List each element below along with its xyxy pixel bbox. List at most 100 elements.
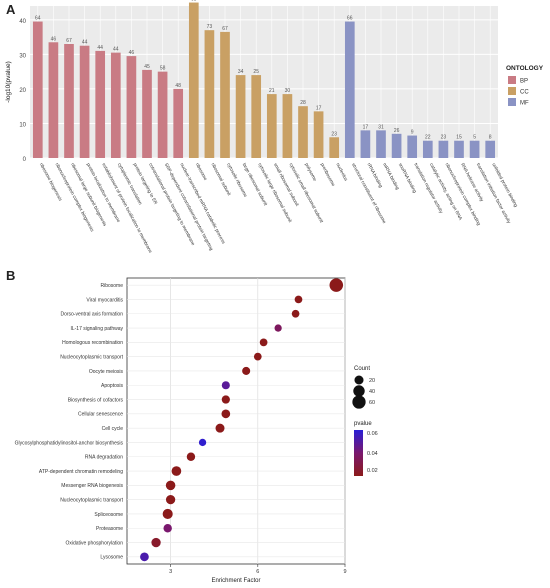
bar-cc [266, 94, 277, 158]
bar-mf [485, 140, 496, 158]
bar-cc [188, 2, 199, 158]
bar-count-label: 23 [331, 131, 337, 137]
x-tick-label: ribosome [195, 162, 208, 181]
data-point [259, 338, 268, 347]
size-legend-dot [354, 375, 364, 385]
bar-count-label: 48 [175, 83, 181, 89]
data-point [186, 452, 196, 461]
bar-count-label: 63 [191, 0, 197, 3]
y-tick-label: Glycosylphosphatidylinositol-anchor bios… [15, 440, 124, 446]
bar-count-label: 73 [207, 24, 213, 30]
size-legend-dot [353, 385, 365, 397]
bar-count-label: 44 [97, 45, 103, 51]
data-point [329, 278, 344, 292]
y-tick-label: Biosynthesis of cofactors [68, 397, 124, 403]
data-point [140, 552, 149, 562]
data-point [151, 537, 161, 548]
legend-swatch-mf [508, 98, 516, 106]
data-point [163, 524, 172, 533]
legend-title: ONTOLOGY [506, 65, 544, 72]
bar-count-label: 8 [489, 135, 492, 141]
x-tick-label: 6 [256, 569, 259, 575]
y-tick-label: Oocyte meiosis [89, 369, 124, 375]
y-tick-label: IL-17 signaling pathway [70, 326, 123, 332]
x-tick-label: translation regulator activity [413, 162, 444, 214]
color-legend-label: 0.02 [367, 468, 378, 474]
panel-a-label: A [6, 2, 16, 17]
bar-count-label: 26 [394, 128, 400, 134]
bar-count-label: 17 [316, 105, 322, 111]
bar-bp [173, 88, 184, 158]
bar-mf [407, 135, 418, 158]
bar-mf [422, 140, 433, 158]
y-tick-label: Messenger RNA biogenesis [61, 483, 123, 489]
bar-count-label: 67 [66, 38, 72, 44]
bar-mf [454, 140, 464, 158]
plot-panel [126, 277, 346, 565]
y-tick-label: Spliceosome [94, 512, 123, 518]
bar-bp [95, 50, 106, 159]
size-legend-label: 40 [369, 389, 375, 395]
y-tick-label: Cellular senescence [78, 412, 123, 418]
color-legend-label: 0.06 [367, 431, 378, 437]
bar-mf [438, 140, 449, 158]
x-tick-label: 9 [343, 569, 346, 575]
data-point [221, 409, 231, 419]
x-tick-label: 3 [169, 569, 172, 575]
x-tick-label: preribosome [320, 162, 337, 187]
bar-bp [126, 56, 137, 158]
bar-count-label: 66 [347, 16, 353, 22]
data-point [215, 423, 225, 433]
bar-count-label: 64 [35, 16, 41, 22]
bar-mf [376, 130, 386, 158]
y-tick-label: ATP-dependent chromatin remodeling [39, 469, 123, 475]
bar-mf [469, 140, 480, 158]
legend-label: MF [520, 101, 529, 107]
bar-count-label: 23 [441, 135, 447, 141]
bar-cc [298, 106, 308, 158]
bar-count-label: 44 [113, 47, 119, 53]
bar-cc [329, 137, 340, 158]
y-tick-label: Cell cycle [102, 426, 124, 432]
data-point [162, 508, 173, 519]
y-axis-title: -log10(pvalue) [5, 61, 12, 103]
data-point [221, 395, 230, 404]
size-legend-title: Count [354, 366, 370, 372]
x-tick-label: structural constituent of ribosome [351, 162, 387, 224]
bar-count-label: 44 [82, 40, 88, 46]
color-legend-bar [354, 430, 363, 476]
x-tick-label: nucleolus [335, 162, 349, 182]
data-point [274, 324, 282, 332]
data-point [165, 480, 176, 491]
data-point [198, 438, 207, 447]
y-tick-label: 40 [19, 19, 26, 25]
bar-count-label: 25 [253, 69, 259, 75]
y-tick-label: Nucleocytoplasmic transport [60, 354, 123, 360]
data-point [253, 352, 262, 361]
bar-count-label: 67 [222, 26, 228, 32]
bar-cc [313, 111, 324, 158]
legend-swatch-cc [508, 87, 516, 95]
panel-b-label: B [6, 268, 16, 283]
bar-count-label: 17 [363, 124, 369, 130]
y-tick-label: Apoptosis [101, 383, 123, 389]
bar-cc [220, 31, 230, 159]
data-point [294, 295, 303, 304]
bar-count-label: 31 [378, 124, 384, 130]
data-point [165, 495, 176, 505]
x-axis-title: Enrichment Factor [211, 578, 260, 584]
bar-mf [391, 133, 402, 158]
dot-plot-kegg-enrichment: 3 6 9 Ribosome Viral myocarditis Dorso-ventra… [15, 277, 378, 584]
bar-count-label: 30 [285, 88, 291, 94]
size-legend-dot [352, 395, 366, 409]
bar-count-label: 9 [411, 130, 414, 136]
bar-bp [32, 21, 43, 158]
bar-count-label: 58 [160, 66, 166, 72]
y-tick-label: Homologous recombination [62, 340, 123, 346]
bar-count-label: 15 [456, 135, 462, 141]
size-legend-label: 20 [369, 378, 375, 384]
color-legend-title: pvalue [354, 421, 372, 427]
bar-mf [360, 130, 371, 158]
y-tick-label: 20 [19, 88, 26, 94]
